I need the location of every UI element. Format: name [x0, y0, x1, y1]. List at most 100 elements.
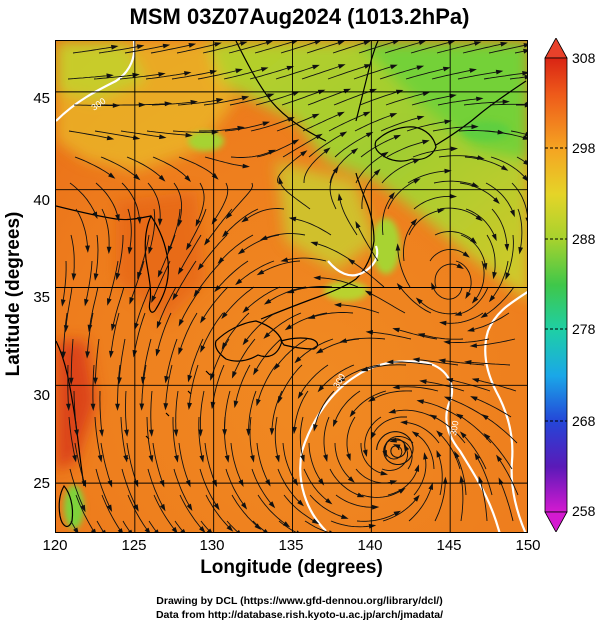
wind-arrowhead	[388, 408, 396, 414]
colorbar-label-278: 278	[572, 321, 596, 337]
xtick-150: 150	[515, 537, 541, 554]
wind-arrowhead	[148, 246, 153, 255]
wind-arrowhead	[469, 68, 477, 73]
wind-arrowhead	[222, 230, 229, 238]
wind-arrowhead	[74, 429, 79, 437]
streamline	[204, 442, 216, 484]
wind-arrowhead	[186, 242, 192, 251]
temperature-shading	[56, 41, 527, 471]
colorbar-label-298: 298	[572, 140, 596, 156]
wind-arrowhead	[317, 385, 325, 393]
streamline	[277, 152, 305, 184]
colorbar-label-288: 288	[572, 231, 596, 247]
streamline	[334, 442, 353, 481]
wind-arrowhead	[522, 174, 527, 181]
wind-arrowhead	[417, 333, 426, 338]
streamline	[70, 338, 74, 381]
wind-arrowhead	[474, 41, 482, 46]
streamline	[69, 468, 85, 509]
streamline	[248, 390, 257, 433]
streamline	[223, 312, 250, 347]
wind-arrowhead	[90, 528, 96, 532]
streamline	[153, 494, 176, 532]
streamline	[314, 390, 335, 428]
wind-arrowhead	[204, 238, 211, 246]
wind-arrowhead	[233, 400, 239, 409]
wind-arrowhead	[523, 159, 527, 165]
streamline	[119, 73, 162, 80]
streamline	[68, 130, 111, 139]
wind-arrowhead	[158, 174, 166, 182]
wind-arrowhead	[236, 529, 241, 532]
wind-arrowhead	[256, 269, 265, 276]
wind-arrowhead	[500, 41, 508, 47]
streamline	[490, 156, 527, 180]
wind-arrowhead	[392, 41, 399, 45]
streamline	[151, 101, 194, 106]
streamline	[135, 286, 151, 327]
wind-arrowhead	[282, 521, 291, 528]
wind-arrowhead	[106, 135, 115, 141]
wind-arrowhead	[278, 176, 284, 185]
wind-arrowhead	[403, 443, 410, 452]
wind-arrowhead	[235, 68, 243, 74]
streamline	[249, 66, 291, 80]
streamline	[244, 208, 285, 221]
wind-arrowhead	[364, 64, 372, 69]
streamline	[121, 468, 138, 509]
streamline	[85, 260, 93, 303]
streamline	[353, 65, 395, 80]
streamline	[392, 409, 434, 418]
wind-arrowhead	[442, 66, 451, 72]
wind-arrowhead	[71, 273, 77, 281]
streamline	[329, 468, 361, 497]
wind-arrowhead	[502, 99, 510, 105]
wind-arrowhead	[172, 293, 179, 301]
wind-arrowhead	[395, 243, 401, 251]
wind-arrowhead	[497, 129, 505, 135]
wind-arrowhead	[81, 480, 87, 488]
wind-arrowhead	[333, 419, 338, 427]
wind-arrowhead	[106, 73, 114, 79]
streamline	[100, 156, 138, 179]
wind-arrowhead	[414, 464, 419, 472]
lat-lon-grid	[56, 41, 527, 532]
wind-arrowhead	[267, 93, 275, 99]
streamline	[479, 479, 488, 522]
streamline	[75, 208, 89, 249]
wind-arrowheads	[60, 41, 527, 532]
streamline	[126, 156, 163, 180]
streamline	[165, 338, 178, 380]
wind-arrowhead	[163, 403, 169, 411]
wind-arrowhead	[198, 429, 203, 437]
streamline	[279, 180, 311, 210]
streamline	[327, 65, 368, 80]
wind-arrowhead	[280, 257, 289, 262]
wind-arrowhead	[307, 314, 316, 319]
wind-arrowhead	[197, 263, 204, 271]
streamline	[255, 92, 297, 106]
streamline	[356, 512, 398, 522]
wind-arrowhead	[157, 218, 163, 226]
streamline	[73, 390, 78, 433]
streamline	[125, 390, 128, 434]
streamline	[281, 90, 322, 106]
streamline	[74, 442, 86, 484]
wind-arrowhead	[225, 212, 233, 220]
wind-arrowhead	[211, 217, 218, 225]
streamline	[216, 260, 249, 290]
streamline	[150, 44, 193, 54]
wind-arrowhead	[226, 525, 234, 532]
streamline	[244, 286, 281, 311]
wind-arrowhead	[524, 131, 527, 137]
streamline	[228, 41, 270, 54]
wind-arrowhead	[510, 209, 515, 218]
wind-arrowhead	[382, 450, 387, 458]
wind-arrowhead	[115, 214, 120, 222]
wind-arrowhead	[242, 306, 250, 313]
wind-arrowhead	[347, 476, 355, 483]
streamline	[462, 43, 505, 54]
streamline	[202, 42, 244, 54]
streamline	[511, 182, 527, 216]
xtick-125: 125	[121, 537, 147, 554]
